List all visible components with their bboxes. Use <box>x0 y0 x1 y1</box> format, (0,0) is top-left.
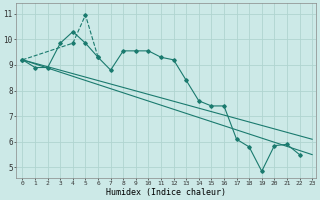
X-axis label: Humidex (Indice chaleur): Humidex (Indice chaleur) <box>106 188 226 197</box>
